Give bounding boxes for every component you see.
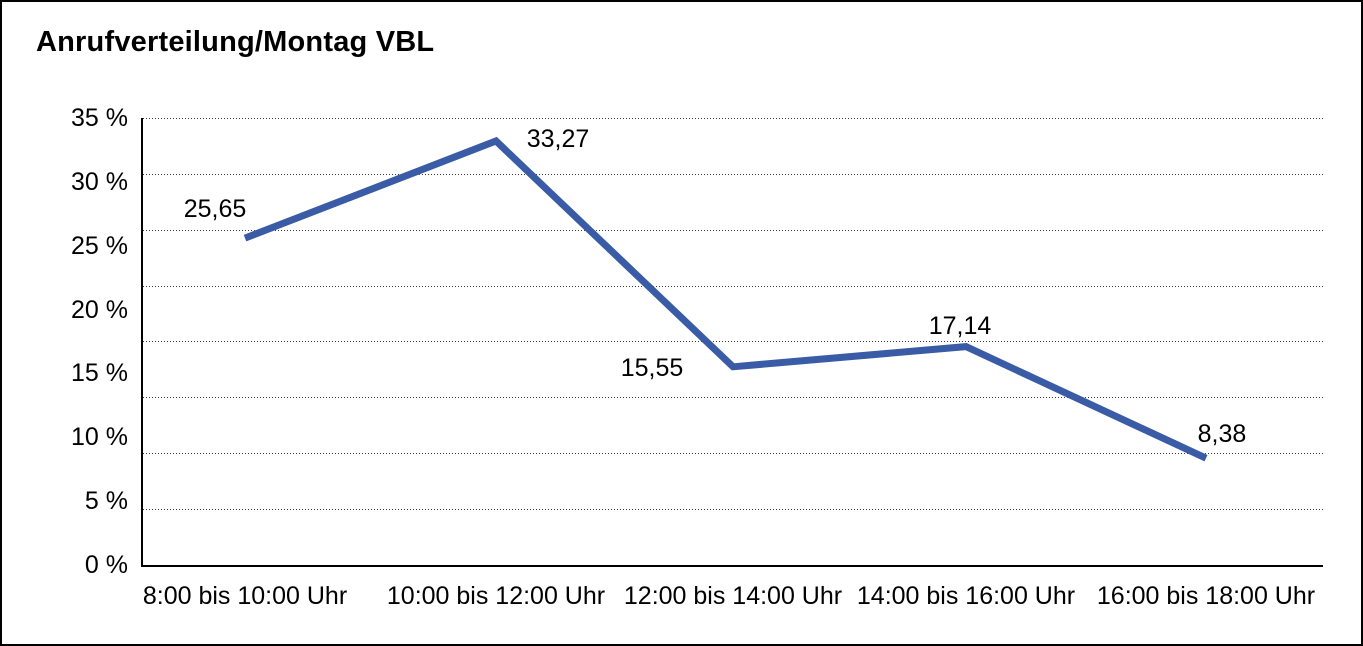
gridline (143, 286, 1323, 287)
gridline (143, 397, 1323, 398)
data-label: 8,38 (1197, 420, 1247, 449)
y-tick-label: 10 % (71, 423, 128, 452)
gridline (143, 509, 1323, 510)
x-tick-label: 10:00 bis 12:00 Uhr (386, 582, 606, 610)
y-tick-label: 15 % (71, 359, 128, 388)
gridline (143, 341, 1323, 342)
y-tick-label: 25 % (71, 231, 128, 260)
data-label: 33,27 (526, 125, 590, 154)
y-tick-label: 5 % (84, 487, 128, 516)
data-label: 17,14 (928, 311, 992, 340)
gridline (143, 230, 1323, 231)
gridline (143, 453, 1323, 454)
y-tick-label: 30 % (71, 167, 128, 196)
y-tick-label: 0 % (84, 551, 128, 579)
data-label: 15,55 (620, 353, 684, 382)
plot-area (141, 118, 1323, 567)
gridline (143, 118, 1323, 119)
chart-title: Anrufverteilung/Montag VBL (36, 26, 435, 58)
x-tick-label: 16:00 bis 18:00 Uhr (1096, 582, 1316, 610)
gridline (143, 174, 1323, 175)
y-tick-label: 35 % (71, 104, 128, 132)
x-tick-label: 14:00 bis 16:00 Uhr (856, 582, 1076, 610)
x-tick-label: 12:00 bis 14:00 Uhr (623, 582, 843, 610)
x-tick-label: 8:00 bis 10:00 Uhr (142, 582, 348, 610)
data-label: 25,65 (183, 195, 247, 224)
y-tick-label: 20 % (71, 295, 128, 324)
